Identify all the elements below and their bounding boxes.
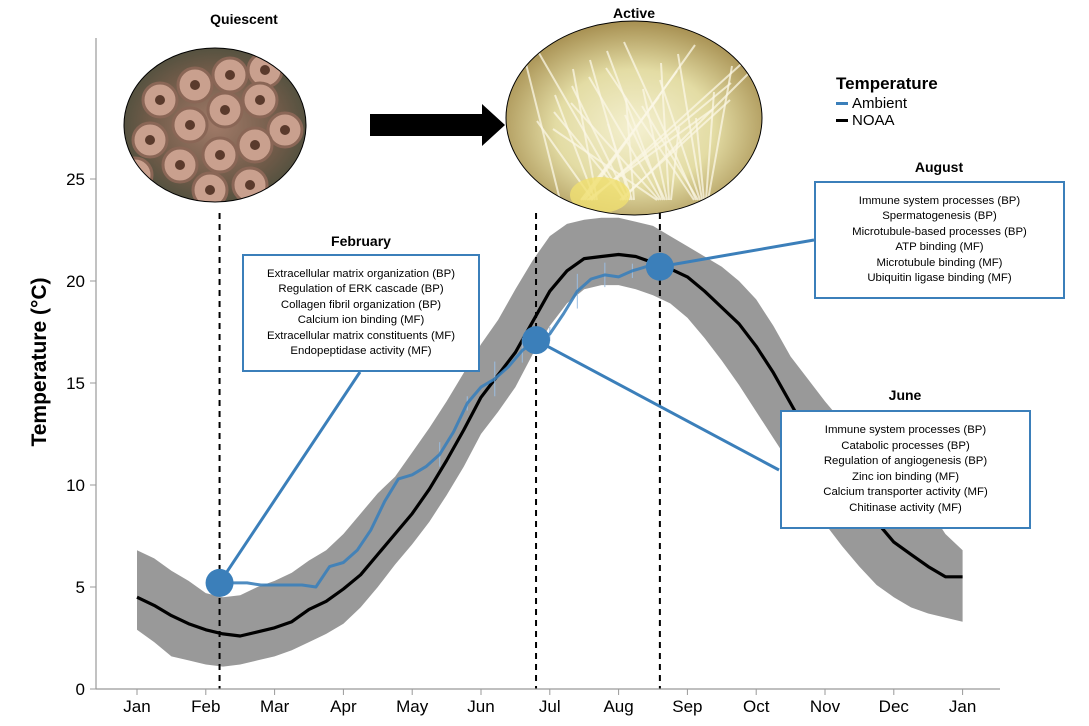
annotation-item: Collagen fibril organization (BP): [280, 298, 442, 311]
sample-point: [522, 326, 551, 355]
annotation-item: Microtubule binding (MF): [876, 256, 1003, 269]
annotation-panel-august: Immune system processes (BP) Spermatogen…: [814, 181, 1065, 299]
polyp-mouth: [130, 170, 140, 180]
polyp-mouth: [225, 70, 235, 80]
tentacle: [570, 102, 660, 201]
polyp-mouth: [260, 65, 270, 75]
x-tick-label: Feb: [191, 697, 220, 716]
tentacle: [677, 53, 703, 201]
x-tick-label: Sep: [672, 697, 702, 716]
photo-title-quiescent: Quiescent: [210, 11, 278, 27]
annotation-item: Immune system processes (BP): [824, 424, 987, 436]
active-photo: [505, 20, 763, 216]
annotation-panel-february: Extracellular matrix organization (BP) R…: [242, 254, 480, 372]
x-tick-label: Dec: [879, 697, 910, 716]
annotation-item: Regulation of ERK cascade (BP): [278, 283, 444, 295]
y-tick-label: 25: [66, 170, 85, 189]
legend: Temperature Ambient NOAA: [836, 74, 938, 129]
annotation-item: Extracellular matrix constituents (MF): [267, 329, 455, 342]
annotation-item: Immune system processes (BP): [858, 194, 1021, 207]
polyp-mouth: [185, 120, 195, 130]
x-tick-label: Jan: [949, 697, 976, 716]
tentacle: [619, 99, 731, 201]
transition-arrow: [370, 104, 505, 146]
y-tick-label: 20: [66, 272, 85, 291]
x-tick-label: Nov: [810, 697, 841, 716]
annotation-connector: [218, 371, 362, 584]
annotation-item: Extracellular matrix organization (BP): [266, 267, 455, 280]
annotation-panel-june: Immune system processes (BP) Catabolic p…: [780, 410, 1031, 529]
tentacle: [606, 50, 664, 201]
polyp-mouth: [190, 80, 200, 90]
ambient-line: [219, 265, 660, 589]
quiescent-photo: [123, 47, 307, 203]
annotation-item: Chitinase activity (MF): [849, 501, 962, 514]
annotation-title-february: February: [331, 233, 391, 249]
annotation-item: Regulation of angiogenesis (BP): [823, 455, 988, 467]
sample-point: [205, 568, 234, 597]
y-tick-label: 15: [66, 374, 85, 393]
tentacle: [707, 65, 733, 201]
sample-point: [645, 252, 674, 281]
y-tick-label: 10: [66, 476, 85, 495]
polyp-mouth: [155, 95, 165, 105]
tentacle: [535, 47, 625, 201]
x-tick-label: Mar: [260, 697, 290, 716]
legend-entry-noaa: NOAA: [836, 112, 938, 129]
polyp-base: [570, 177, 630, 213]
tentacle: [519, 39, 561, 201]
noaa-range-band: [137, 217, 963, 667]
annotation-item: Zinc ion binding (MF): [852, 470, 959, 483]
polyp-mouth: [280, 125, 290, 135]
annotation-item: Endopeptidase activity (MF): [290, 345, 432, 357]
annotation-title-june: June: [888, 387, 922, 403]
polyp-mouth: [205, 185, 215, 195]
tentacle: [695, 117, 705, 201]
tentacle: [588, 76, 662, 201]
annotation-item: Calcium transporter activity (MF): [823, 486, 988, 498]
polyp-mouth: [145, 135, 155, 145]
tentacle: [552, 128, 658, 201]
polyp-mouth: [250, 140, 260, 150]
photo-title-active: Active: [612, 5, 656, 21]
polyp-mouth: [175, 160, 185, 170]
annotation-connector: [535, 338, 780, 472]
x-tick-label: Oct: [743, 697, 770, 716]
tentacle: [605, 67, 695, 201]
legend-swatch-noaa: [836, 119, 848, 122]
polyp-mouth: [220, 105, 230, 115]
x-tick-label: Jul: [539, 697, 561, 716]
annotation-item: Microtubule-based processes (BP): [852, 225, 1027, 238]
tentacle: [659, 79, 701, 201]
annotation-title-august: August: [914, 159, 964, 175]
annotation-item: Calcium ion binding (MF): [297, 314, 425, 326]
tentacle: [670, 126, 680, 201]
legend-label-noaa: NOAA: [852, 112, 895, 129]
annotation-item: ATP binding (MF): [895, 241, 984, 253]
polyp-disc: [124, 156, 154, 194]
annotation-item: Ubiquitin ligase binding (MF): [867, 272, 1012, 284]
polyp-mouth: [255, 95, 265, 105]
annotation-connector: [659, 238, 815, 269]
legend-entry-ambient: Ambient: [836, 95, 938, 112]
legend-label-ambient: Ambient: [852, 95, 908, 112]
legend-title: Temperature: [836, 74, 938, 93]
polyp-mouth: [245, 180, 255, 190]
x-tick-label: Jun: [467, 697, 494, 716]
x-tick-label: May: [396, 697, 429, 716]
x-tick-label: Jan: [123, 697, 150, 716]
x-tick-label: Apr: [330, 697, 357, 716]
y-tick-label: 0: [76, 680, 85, 699]
y-axis-label: Temperature (°C): [28, 277, 51, 446]
polyp-mouth: [215, 150, 225, 160]
x-tick-label: Aug: [603, 697, 633, 716]
annotation-item: Catabolic processes (BP): [841, 439, 970, 452]
y-tick-label: 5: [76, 578, 85, 597]
tentacle: [623, 41, 697, 201]
annotation-item: Spermatogenesis (BP): [882, 210, 997, 222]
legend-swatch-ambient: [836, 102, 848, 105]
